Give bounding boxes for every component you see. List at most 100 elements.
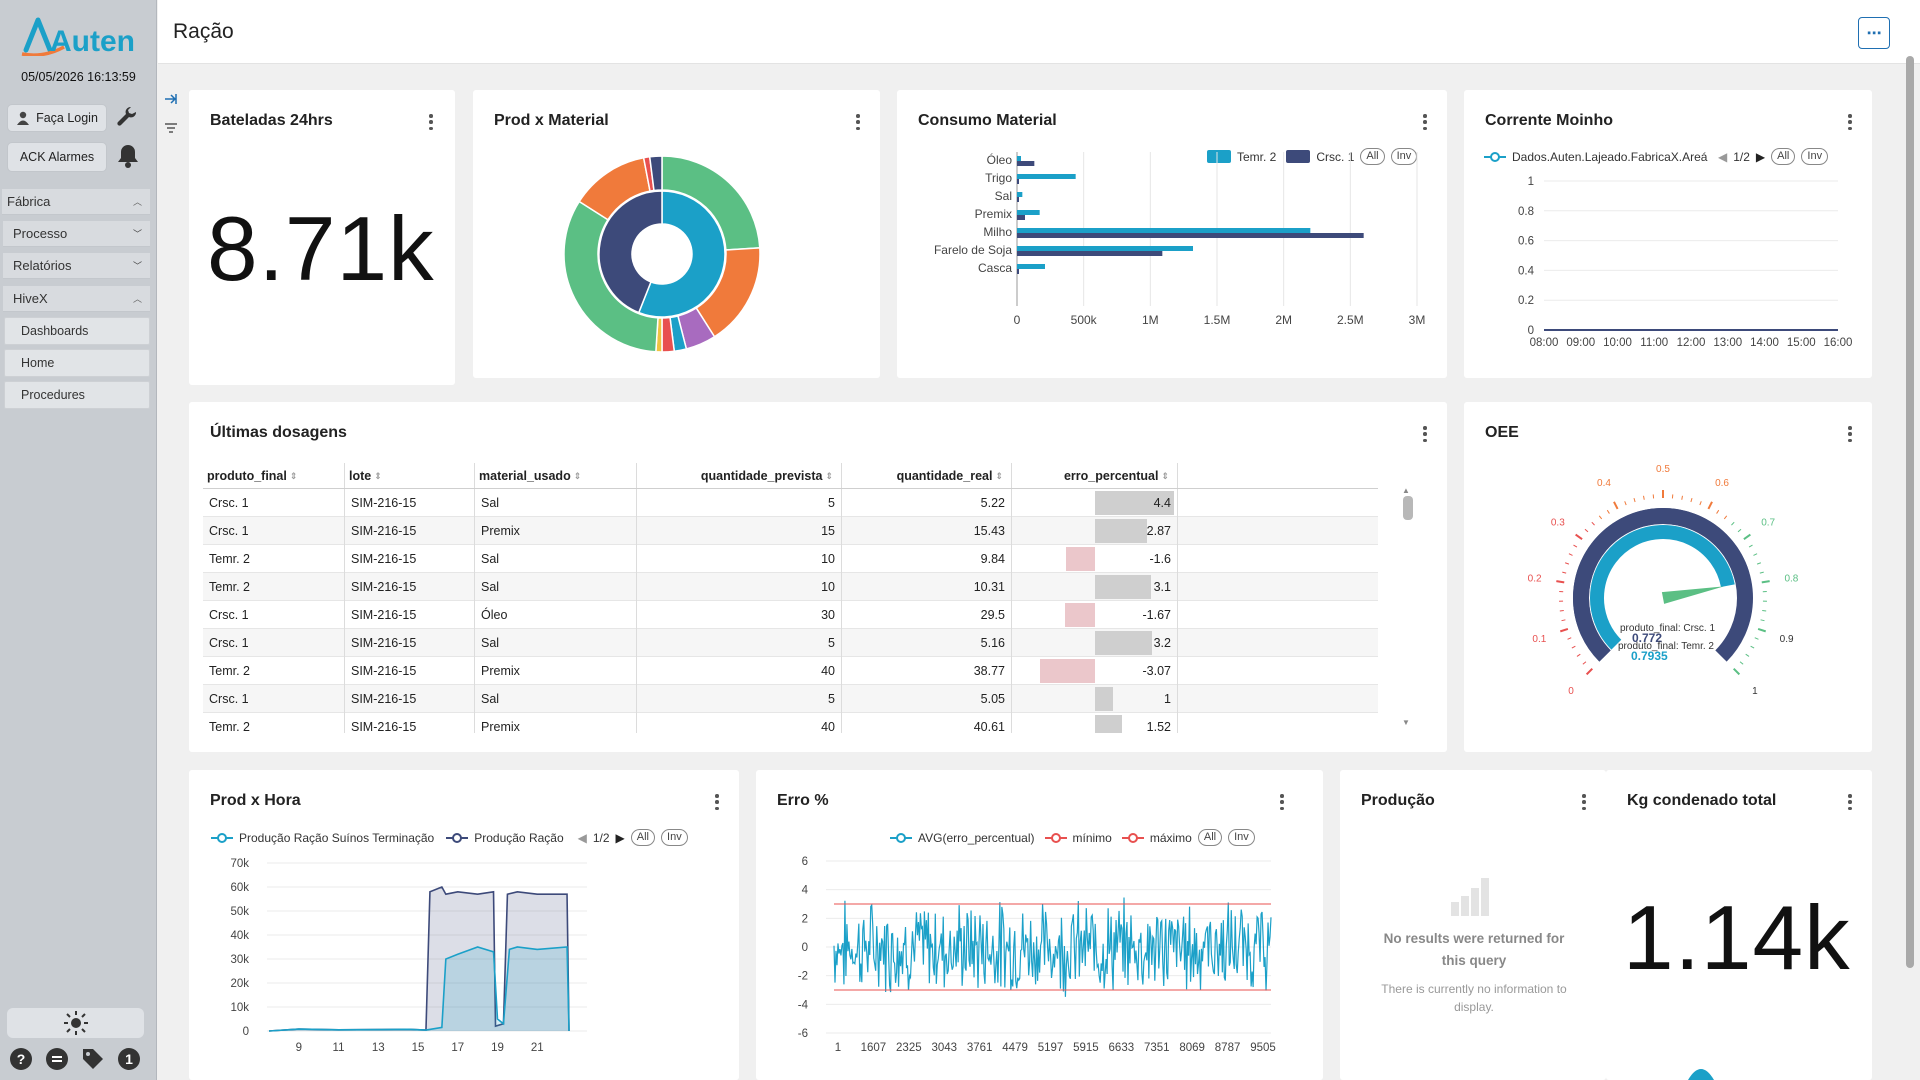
nav-processo-label: Processo — [13, 226, 68, 241]
auten-logo[interactable]: Auten — [20, 14, 135, 56]
y-tick-label: -4 — [798, 999, 809, 1011]
sort-icon[interactable]: ⇕ — [995, 470, 1003, 481]
table-row[interactable]: Crsc. 1 SIM-216-15 Sal 5 5.22 4.4 — [203, 489, 1378, 517]
ack-alarmes-button[interactable]: ACK Alarmes — [7, 142, 107, 172]
dashboard-menu-button[interactable]: ⋯ — [1858, 17, 1890, 49]
column-header[interactable]: lote ⇕ — [345, 463, 475, 489]
legend-item[interactable]: mínimo — [1072, 830, 1112, 845]
inv-button[interactable]: Inv — [661, 829, 688, 846]
table-row[interactable]: Temr. 2 SIM-216-15 Sal 10 9.84 -1.6 — [203, 545, 1378, 573]
gauge-tick — [1753, 553, 1758, 556]
scrollbar[interactable] — [1906, 56, 1914, 968]
all-button[interactable]: All — [1197, 829, 1223, 846]
more-icon[interactable] — [1279, 794, 1285, 810]
oee-gauge[interactable]: produto_final: Crsc. 1 0.772 produto_fin… — [1464, 402, 1872, 752]
table-row[interactable]: Temr. 2 SIM-216-15 Premix 40 40.61 1.52 — [203, 713, 1378, 733]
column-header[interactable]: quantidade_prevista ⇕ — [637, 463, 842, 489]
consumo-bar-chart[interactable]: 0 500k 1M 1.5M 2M 2.5M 3M Óleo Trigo Sal Premix Mil… — [897, 90, 1447, 378]
sunburst-chart[interactable] — [473, 90, 880, 378]
help-icon[interactable]: ? — [8, 1046, 34, 1072]
expand-icon[interactable] — [164, 93, 178, 105]
sort-icon[interactable]: ⇕ — [573, 470, 582, 481]
nav-dashboards[interactable]: Dashboards — [4, 317, 150, 345]
legend-item[interactable]: Crsc. 1 — [1316, 149, 1355, 164]
column-header[interactable]: quantidade_real ⇕ — [842, 463, 1012, 489]
cell-text: Temr. 2 — [209, 720, 250, 733]
scroll-up-icon[interactable]: ▲ — [1402, 486, 1410, 495]
table-cell: SIM-216-15 — [345, 517, 475, 545]
legend-marker-icon — [211, 832, 233, 843]
bell-button[interactable] — [114, 142, 142, 170]
legend-item[interactable]: Produção Ração — [474, 830, 564, 845]
table-row[interactable]: Temr. 2 SIM-216-15 Premix 40 38.77 -3.07 — [203, 657, 1378, 685]
tag-icon[interactable] — [80, 1046, 106, 1072]
gauge-tick — [1716, 509, 1720, 514]
more-icon[interactable] — [855, 114, 861, 130]
nav-relatorios[interactable]: Relatórios ﹀ — [3, 253, 150, 279]
inv-button[interactable]: Inv — [1801, 148, 1829, 165]
all-button[interactable]: All — [630, 829, 656, 846]
nav-processo[interactable]: Processo ﹀ — [3, 221, 150, 247]
sort-icon[interactable]: ⇕ — [825, 470, 833, 481]
panel-title: Bateladas 24hrs — [210, 112, 333, 129]
login-button[interactable]: Faça Login — [7, 104, 107, 132]
next-page-icon[interactable]: ▶ — [615, 830, 625, 845]
more-icon[interactable] — [1847, 794, 1853, 810]
wrench-button[interactable] — [114, 104, 142, 132]
nav-fabrica[interactable]: Fábrica ︿ — [2, 189, 150, 215]
more-icon[interactable] — [1422, 114, 1428, 130]
more-icon[interactable] — [1847, 114, 1853, 130]
x-tick-label: 3761 — [967, 1042, 993, 1054]
table-row[interactable]: Temr. 2 SIM-216-15 Sal 10 10.31 3.1 — [203, 573, 1378, 601]
table-scrollbar[interactable] — [1403, 496, 1413, 520]
table-row[interactable]: Crsc. 1 SIM-216-15 Sal 5 5.16 3.2 — [203, 629, 1378, 657]
more-icon[interactable] — [1422, 426, 1428, 442]
sort-icon[interactable]: ⇕ — [374, 470, 382, 481]
nav-procedures[interactable]: Procedures — [4, 381, 150, 409]
consumo-bar — [1017, 210, 1040, 215]
x-tick-label: 17 — [451, 1042, 464, 1054]
more-icon[interactable] — [428, 114, 434, 130]
gauge-tick-label: 1 — [1752, 686, 1758, 697]
sort-icon[interactable]: ⇕ — [1161, 470, 1169, 481]
table-cell: SIM-216-15 — [345, 713, 475, 733]
table-cell: 10 — [637, 573, 842, 601]
table-row[interactable]: Crsc. 1 SIM-216-15 Sal 5 5.05 1 — [203, 685, 1378, 713]
table-row[interactable]: Crsc. 1 SIM-216-15 Premix 15 15.43 2.87 — [203, 517, 1378, 545]
more-icon[interactable] — [714, 794, 720, 810]
sort-icon[interactable]: ⇕ — [289, 470, 298, 481]
gauge-tick — [1559, 610, 1564, 612]
inv-button[interactable]: Inv — [1228, 829, 1255, 846]
more-icon[interactable] — [1581, 794, 1587, 810]
nav-hivex[interactable]: HiveX ︿ — [3, 286, 150, 312]
gauge-tick-label: 0.6 — [1715, 478, 1729, 489]
column-header[interactable]: material_usado ⇕ — [475, 463, 637, 489]
notification-badge[interactable]: 1 — [116, 1046, 142, 1072]
legend-item[interactable]: Temr. 2 — [1237, 149, 1277, 164]
theme-toggle[interactable] — [7, 1008, 144, 1038]
erro-line-chart[interactable]: -6 -4 -2 0 2 4 6 1 1607 2325 3043 3761 4479 5197 5915 6… — [756, 770, 1323, 1080]
cell-text: 40.61 — [973, 720, 1005, 733]
legend-item[interactable]: máximo — [1149, 830, 1192, 845]
legend-item[interactable]: Dados.Auten.Lajeado.FabricaX.Areá — [1512, 149, 1708, 164]
corrente-line-chart[interactable]: 0 0.2 0.4 0.6 0.8 1 08:00 09:00 10:00 11:00 12:00 1… — [1464, 90, 1872, 378]
all-button[interactable]: All — [1360, 148, 1385, 165]
prev-page-icon[interactable]: ◀ — [577, 830, 587, 845]
table-cell: Premix — [475, 657, 637, 685]
column-header[interactable]: produto_final ⇕ — [203, 463, 345, 489]
nav-home[interactable]: Home — [4, 349, 150, 377]
more-icon[interactable] — [1847, 426, 1853, 442]
chat-icon[interactable] — [44, 1046, 70, 1072]
all-button[interactable]: All — [1771, 148, 1796, 165]
filter-icon[interactable] — [164, 122, 178, 134]
legend-item[interactable]: Produção Ração Suínos Terminação — [239, 830, 435, 845]
prod-hora-area-chart[interactable]: 0 10k 20k 30k 40k 50k 60k 70k 9 11 13 15 17 19 21 — [189, 770, 739, 1080]
table-row[interactable]: Crsc. 1 SIM-216-15 Óleo 30 29.5 -1.67 — [203, 601, 1378, 629]
legend-item[interactable]: AVG(erro_percentual) — [918, 830, 1035, 845]
scroll-down-icon[interactable]: ▼ — [1402, 718, 1410, 727]
next-page-icon[interactable]: ▶ — [1755, 149, 1766, 164]
prev-page-icon[interactable]: ◀ — [1718, 149, 1728, 164]
column-header[interactable]: erro_percentual ⇕ — [1012, 463, 1178, 489]
cell-text: 40 — [821, 720, 835, 733]
cell-text: SIM-216-15 — [351, 608, 417, 622]
